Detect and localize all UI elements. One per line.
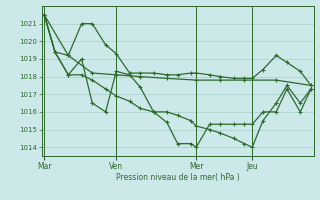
X-axis label: Pression niveau de la mer( hPa ): Pression niveau de la mer( hPa ): [116, 173, 239, 182]
